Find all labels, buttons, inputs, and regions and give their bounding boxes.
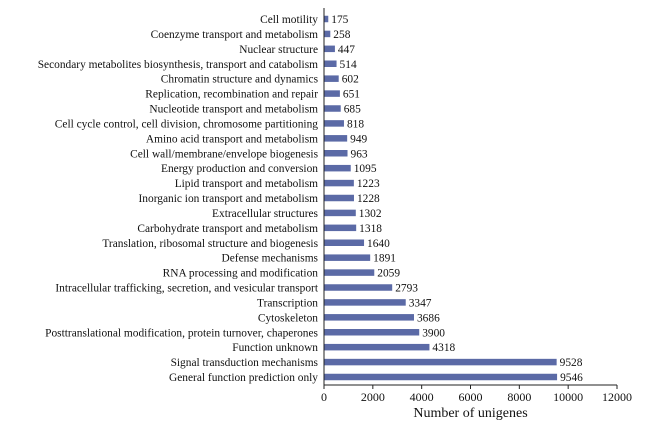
category-label: Secondary metabolites biosynthesis, tran… (38, 59, 318, 71)
bar (324, 269, 375, 276)
value-label: 3347 (409, 297, 432, 309)
bar (324, 329, 420, 336)
value-label: 3900 (422, 327, 445, 339)
category-label: Nuclear structure (239, 44, 318, 56)
value-label: 4318 (432, 342, 455, 354)
axes: 0 2000 4000 6000 8000 10000 12000 (321, 8, 632, 404)
bar (324, 254, 371, 261)
bar (324, 15, 329, 23)
value-labels: 175 258 447 514 602 651 685 818 949 963 1095 1223 12… (331, 14, 583, 384)
value-label: 1640 (367, 238, 390, 250)
value-label: 651 (343, 89, 360, 101)
bar (324, 314, 414, 321)
bar (324, 343, 430, 351)
category-label: Defense mechanisms (222, 253, 319, 265)
value-label: 685 (344, 104, 361, 116)
category-label: Energy production and conversion (161, 163, 318, 175)
bar (324, 224, 357, 232)
value-label: 258 (333, 29, 350, 41)
category-label: Translation, ribosomal structure and bio… (102, 238, 318, 250)
bar (324, 209, 356, 217)
category-label: Cell motility (260, 14, 318, 26)
bar (324, 299, 406, 306)
category-label: Intracellular trafficking, secretion, an… (55, 283, 318, 295)
value-label: 2059 (377, 268, 400, 280)
value-label: 963 (351, 148, 368, 160)
value-label: 3686 (417, 312, 440, 324)
x-tick-label: 12000 (602, 390, 632, 404)
value-label: 9528 (560, 357, 583, 369)
category-label: Replication, recombination and repair (145, 89, 318, 101)
value-label: 1891 (373, 253, 396, 265)
x-axis-ticks: 0 2000 4000 6000 8000 10000 12000 (321, 385, 632, 404)
x-tick-label: 2000 (361, 390, 385, 404)
bar (324, 30, 331, 38)
bar (324, 105, 341, 112)
x-tick-label: 8000 (507, 390, 531, 404)
bar (324, 194, 354, 202)
category-label: Cell cycle control, cell division, chrom… (55, 118, 318, 130)
category-label: Nucleotide transport and metabolism (149, 104, 318, 116)
value-label: 447 (338, 44, 355, 56)
bar (324, 90, 340, 97)
value-label: 1095 (354, 163, 377, 175)
category-label: Extracellular structures (212, 208, 319, 220)
bar (324, 45, 335, 53)
bar (324, 284, 393, 291)
value-label: 1223 (357, 178, 380, 190)
value-label: 9546 (560, 372, 583, 384)
x-axis-title: Number of unigenes (413, 406, 527, 421)
category-label: Amino acid transport and metabolism (146, 133, 318, 145)
bar (324, 239, 365, 246)
x-tick-label: 6000 (459, 390, 483, 404)
category-label: General function prediction only (169, 372, 318, 384)
value-label: 1228 (357, 193, 380, 205)
category-label: Function unknown (232, 342, 318, 354)
category-label: Posttranslational modification, protein … (45, 327, 318, 339)
category-labels: Cell motility Coenzyme transport and meta… (38, 14, 319, 384)
category-label: Coenzyme transport and metabolism (151, 29, 318, 41)
value-label: 602 (342, 74, 359, 86)
bars-group (324, 15, 558, 381)
bar (324, 164, 351, 172)
value-label: 818 (347, 118, 364, 130)
value-label: 949 (350, 133, 367, 145)
bar (324, 358, 557, 366)
category-label: Lipid transport and metabolism (175, 178, 318, 190)
category-label: Cytoskeleton (258, 312, 318, 324)
x-tick-label: 10000 (553, 390, 583, 404)
bar (324, 373, 558, 381)
bar (324, 60, 337, 67)
bar (324, 179, 354, 187)
bar (324, 150, 348, 157)
value-label: 2793 (395, 283, 418, 295)
value-label: 175 (331, 14, 348, 26)
value-label: 1318 (359, 223, 382, 235)
bar (324, 120, 344, 127)
category-label: Cell wall/membrane/envelope biogenesis (130, 148, 318, 160)
x-tick-label: 4000 (410, 390, 434, 404)
category-label: Carbohydrate transport and metabolism (137, 223, 318, 235)
category-label: Inorganic ion transport and metabolism (139, 193, 319, 205)
category-label: RNA processing and modification (163, 268, 319, 280)
x-tick-label: 0 (321, 390, 327, 404)
category-label: Chromatin structure and dynamics (161, 74, 319, 86)
value-label: 514 (340, 59, 357, 71)
category-label: Transcription (257, 297, 318, 309)
bar (324, 75, 339, 82)
category-label: Signal transduction mechanisms (171, 357, 319, 369)
value-label: 1302 (359, 208, 382, 220)
bar (324, 135, 348, 142)
